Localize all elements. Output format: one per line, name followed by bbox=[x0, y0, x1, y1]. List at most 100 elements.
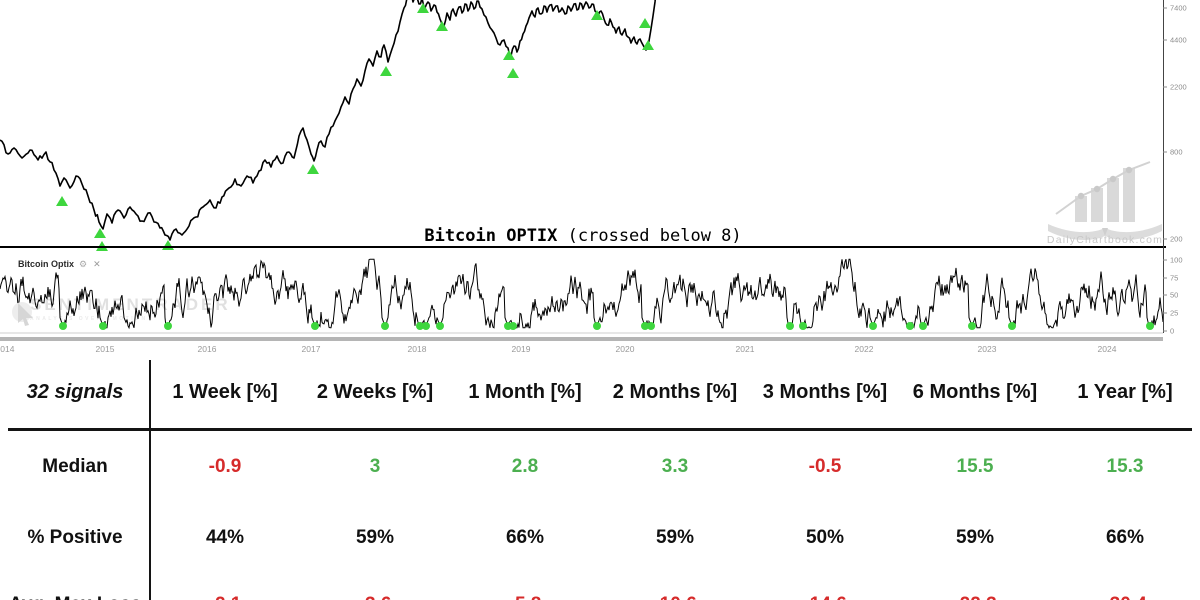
buy-signal-triangle bbox=[94, 228, 106, 238]
y-axis-tick-label: 50 bbox=[1170, 291, 1178, 300]
signal-dot bbox=[1146, 322, 1154, 330]
column-header: 1 Week [%] bbox=[172, 380, 278, 403]
signal-dot bbox=[509, 322, 517, 330]
signal-statistics-table: 32 signals 1 Week [%] 2 Weeks [%] 1 Month … bbox=[0, 358, 1200, 600]
signal-dot bbox=[422, 322, 430, 330]
dailychartbook-logo bbox=[1048, 161, 1162, 241]
signal-dot bbox=[968, 322, 976, 330]
table-row-avg-max-loss: Avg. Max Loss-2.1-3.6-5.8-10.6-14.6-22.3… bbox=[0, 574, 1200, 600]
chart-title-bold: Bitcoin OPTIX bbox=[424, 226, 558, 246]
charts-canvas: 7400 4400 2200 800 200 100 75 50 25 0 2014 2015 2016… bbox=[0, 0, 1187, 354]
stat-value: 15.5 bbox=[956, 455, 994, 477]
signal-dot bbox=[641, 322, 649, 330]
signal-dot bbox=[647, 322, 655, 330]
buy-signal-triangle bbox=[503, 50, 515, 60]
stat-value: 3 bbox=[369, 455, 381, 477]
stat-value: -10.6 bbox=[600, 574, 750, 600]
dailychartbook-logo-text: DailyChartbook.com bbox=[1047, 234, 1163, 246]
x-axis-year-label: 2016 bbox=[198, 344, 217, 354]
stat-value: 66% bbox=[1105, 527, 1145, 548]
row-label: Avg. Max Loss bbox=[0, 574, 150, 600]
stat-value: -2.1 bbox=[150, 574, 300, 600]
signal-dot bbox=[59, 322, 67, 330]
x-axis-year-label: 2023 bbox=[978, 344, 997, 354]
column-header: 1 Month [%] bbox=[468, 380, 582, 403]
stat-value: 66% bbox=[505, 527, 545, 548]
buy-signal-triangle bbox=[436, 21, 448, 31]
signal-dot bbox=[906, 322, 914, 330]
y-axis-tick-label: 200 bbox=[1170, 235, 1183, 244]
table-header-divider bbox=[8, 428, 1192, 431]
x-axis-year-label: 2017 bbox=[302, 344, 321, 354]
column-header: 1 Year [%] bbox=[1077, 380, 1173, 403]
stat-value: 44% bbox=[205, 527, 245, 548]
column-header: 2 Weeks [%] bbox=[316, 380, 434, 403]
column-header: 3 Months [%] bbox=[762, 380, 888, 403]
x-axis-year-label: 2019 bbox=[512, 344, 531, 354]
x-axis-year-label: 2022 bbox=[855, 344, 874, 354]
signal-dot bbox=[869, 322, 877, 330]
buy-signal-triangle bbox=[642, 40, 654, 50]
stat-value: -5.8 bbox=[450, 574, 600, 600]
row-label: % Positive bbox=[27, 527, 123, 548]
stat-value: 59% bbox=[955, 527, 995, 548]
price-chart bbox=[0, 0, 657, 251]
stat-value: 50% bbox=[805, 527, 845, 548]
column-header: 6 Months [%] bbox=[912, 380, 1038, 403]
table-row-median: Median -0.9 3 2.8 3.3 -0.5 15.5 15.3 bbox=[0, 430, 1200, 503]
optix-oscillator-chart bbox=[0, 258, 1164, 330]
stat-value: -30.4 bbox=[1050, 574, 1200, 600]
optix-panel-label: Bitcoin Optix ⚙ ✕ bbox=[18, 259, 101, 270]
signal-dot bbox=[99, 322, 107, 330]
stat-value: -14.6 bbox=[750, 574, 900, 600]
signal-dot bbox=[593, 322, 601, 330]
stat-value: 59% bbox=[355, 527, 395, 548]
chart-title: Bitcoin OPTIX (crossed below 8) bbox=[0, 226, 1166, 246]
y-axis-tick-label: 7400 bbox=[1170, 4, 1187, 13]
x-axis-year-label: 2021 bbox=[736, 344, 755, 354]
stat-value: -0.9 bbox=[208, 455, 242, 477]
table-caption: 32 signals bbox=[26, 380, 124, 403]
stat-value: 59% bbox=[655, 527, 695, 548]
close-icon[interactable]: ✕ bbox=[93, 259, 101, 269]
x-axis-year-label: 2015 bbox=[96, 344, 115, 354]
stat-value: 15.3 bbox=[1106, 455, 1144, 477]
signal-dot bbox=[416, 322, 424, 330]
x-axis-year-label: 2014 bbox=[0, 344, 15, 354]
buy-signal-triangle bbox=[639, 18, 651, 28]
stat-value: -3.6 bbox=[300, 574, 450, 600]
y-axis-tick-label: 4400 bbox=[1170, 36, 1187, 45]
buy-signal-triangle bbox=[507, 68, 519, 78]
buy-signal-triangle bbox=[591, 10, 603, 20]
row-label: Median bbox=[42, 455, 108, 477]
stat-value: 3.3 bbox=[661, 455, 689, 477]
signal-dot bbox=[919, 322, 927, 330]
stat-value: 2.8 bbox=[511, 455, 539, 477]
x-axis-year-label: 2024 bbox=[1098, 344, 1117, 354]
buy-signal-triangle bbox=[417, 3, 429, 13]
table-vertical-divider bbox=[149, 360, 151, 600]
signal-dot bbox=[436, 322, 444, 330]
y-axis-tick-label: 25 bbox=[1170, 309, 1178, 318]
gear-icon[interactable]: ⚙ bbox=[79, 259, 88, 269]
y-axis-tick-label: 100 bbox=[1170, 256, 1183, 265]
buy-signal-triangle bbox=[380, 66, 392, 76]
y-axis-tick-label: 800 bbox=[1170, 148, 1183, 157]
stat-value: -0.5 bbox=[808, 455, 842, 477]
optix-panel-label-text: Bitcoin Optix bbox=[18, 259, 74, 269]
signal-dot bbox=[381, 322, 389, 330]
y-axis-tick-label: 2200 bbox=[1170, 83, 1187, 92]
buy-signal-triangle bbox=[56, 196, 68, 206]
signal-dot bbox=[311, 322, 319, 330]
column-header: 2 Months [%] bbox=[612, 380, 738, 403]
table-row-percent-positive: % Positive 44% 59% 66% 59% 50% 59% 66% bbox=[0, 503, 1200, 573]
signal-dot bbox=[164, 322, 172, 330]
x-axis-year-label: 2020 bbox=[616, 344, 635, 354]
signal-dot bbox=[799, 322, 807, 330]
y-axis-tick-label: 75 bbox=[1170, 274, 1178, 283]
x-axis-year-label: 2018 bbox=[408, 344, 427, 354]
chart-axes: 7400 4400 2200 800 200 100 75 50 25 0 2014 2015 2016… bbox=[0, 0, 1187, 354]
buy-signal-triangle bbox=[307, 164, 319, 174]
chart-title-subtitle: (crossed below 8) bbox=[557, 226, 742, 246]
